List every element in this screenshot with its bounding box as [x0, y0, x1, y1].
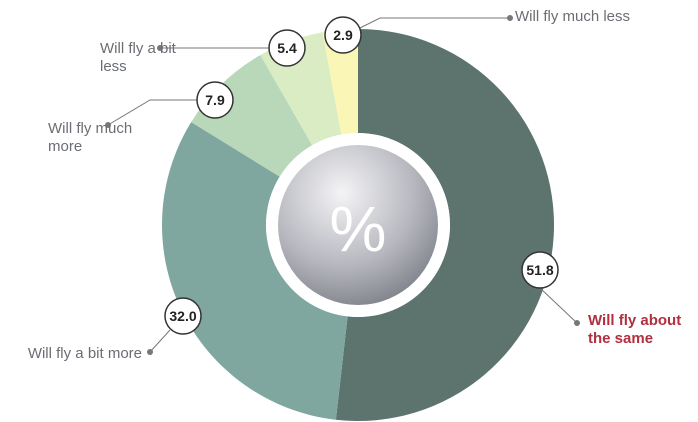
- category-label: Will fly about the same: [588, 312, 682, 347]
- donut-slice: [322, 29, 358, 135]
- leader-line: [149, 329, 171, 353]
- donut-slice: [162, 122, 348, 420]
- hub: [278, 145, 438, 305]
- leader-dot: [507, 15, 513, 21]
- value-bubble: [268, 29, 306, 67]
- donut-slice: [335, 29, 555, 422]
- value-bubble: [324, 16, 362, 54]
- value-label: 7.9: [205, 92, 225, 108]
- leader-dot: [157, 45, 163, 51]
- value-label: 2.9: [333, 27, 353, 43]
- category-label: Will fly much less: [515, 8, 631, 25]
- leader-line: [107, 99, 197, 126]
- category-label: Will fly a bit more: [27, 345, 142, 362]
- value-bubble: [196, 81, 234, 119]
- value-bubble: [521, 251, 559, 289]
- value-label: 5.4: [277, 40, 297, 56]
- category-label: Will fly a bit less: [100, 40, 176, 75]
- leader-dot: [147, 349, 153, 355]
- leader-line: [359, 17, 510, 29]
- value-label: 51.8: [526, 262, 553, 278]
- value-label: 32.0: [169, 308, 196, 324]
- leader-line: [539, 287, 578, 324]
- value-bubble: [164, 297, 202, 335]
- category-label: Will fly much more: [48, 120, 133, 155]
- center-label: %: [330, 193, 387, 265]
- leader-dot: [105, 122, 111, 128]
- leader-dot: [574, 320, 580, 326]
